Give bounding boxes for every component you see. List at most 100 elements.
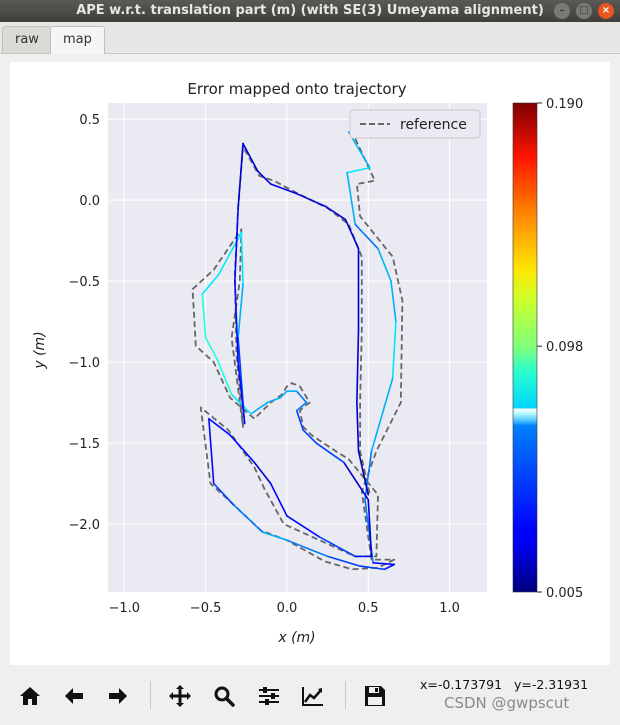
magnifier-icon xyxy=(214,686,235,707)
x-tick-label: 0.5 xyxy=(358,601,379,616)
estimate-trajectory-segment xyxy=(234,280,239,363)
back-button[interactable] xyxy=(61,683,87,709)
y-tick-label: −0.5 xyxy=(68,275,100,290)
move-icon xyxy=(169,685,191,707)
grid xyxy=(108,103,487,592)
estimate-trajectory-segment xyxy=(370,377,394,452)
estimate-trajectory-segment xyxy=(201,273,220,295)
home-button[interactable] xyxy=(17,683,43,709)
figure-canvas: −1.0 −0.5 0.0 0.5 1.0 0.5 0.0 −0.5 −1.0 −1.5 −2.0 … xyxy=(10,62,610,665)
estimate-trajectory-segment xyxy=(357,450,370,496)
subplots-button[interactable] xyxy=(256,683,282,709)
arrow-right-icon xyxy=(109,688,127,704)
customize-button[interactable] xyxy=(300,683,326,709)
cursor-coordinates: x=-0.173791 y=-2.31931 xyxy=(420,677,589,692)
colorbar-gradient xyxy=(513,103,537,592)
chart-title: Error mapped onto trajectory xyxy=(187,80,406,98)
estimate-trajectory-segment xyxy=(344,218,360,250)
estimate-trajectory-segment xyxy=(216,358,233,396)
tab-raw[interactable]: raw xyxy=(2,26,52,53)
estimate-trajectory-segment xyxy=(286,539,329,558)
forward-button[interactable] xyxy=(105,683,131,709)
arrow-left-icon xyxy=(65,688,83,704)
estimate-trajectory-segment xyxy=(237,142,244,210)
colorbar-tick-label: 0.005 xyxy=(546,586,583,601)
estimate-trajectory-segment xyxy=(356,328,360,404)
x-tick-label: 1.0 xyxy=(439,601,460,616)
plot-area xyxy=(108,103,487,592)
matplotlib-toolbar: x=-0.173791 y=-2.31931 xyxy=(0,665,620,725)
estimate-trajectory-segment xyxy=(364,450,373,501)
sliders-icon xyxy=(259,687,279,705)
toolbar-separator xyxy=(150,681,151,709)
estimate-trajectory-segment xyxy=(346,171,357,226)
estimate-trajectory-segment xyxy=(315,442,345,464)
legend-reference-label: reference xyxy=(400,117,467,133)
estimate-trajectory-segment xyxy=(204,336,218,360)
estimate-trajectory-segment xyxy=(242,142,259,172)
y-axis-label: y (m) xyxy=(32,331,48,369)
estimate-trajectory-segment xyxy=(250,401,269,415)
estimate-trajectory-segment xyxy=(230,393,252,415)
estimate-trajectory-segment xyxy=(356,401,360,452)
pan-button[interactable] xyxy=(167,683,193,709)
window-title: APE w.r.t. translation part (m) (with SE… xyxy=(76,3,544,18)
floppy-disk-icon xyxy=(365,686,385,706)
colorbar-tick-label: 0.190 xyxy=(546,97,583,112)
x-tick-label: −0.5 xyxy=(190,601,222,616)
estimate-trajectory-segment xyxy=(266,396,282,404)
y-tick-label: 0.5 xyxy=(79,113,100,128)
estimate-trajectory-segment xyxy=(302,429,318,444)
estimate-trajectory-segment xyxy=(295,390,308,404)
estimate-trajectory-segment xyxy=(326,555,361,567)
estimate-trajectory-segment xyxy=(201,293,207,339)
colorbar-ticks: 0.190 0.098 0.005 xyxy=(537,97,583,601)
line-chart-icon xyxy=(302,687,323,706)
estimate-trajectory-segment xyxy=(240,231,244,286)
y-tick-label: −1.0 xyxy=(68,356,100,371)
estimate-trajectory-segment xyxy=(325,205,347,221)
save-button[interactable] xyxy=(362,683,388,709)
estimate-trajectory-segment xyxy=(212,482,235,506)
estimate-trajectory-segment xyxy=(343,461,370,501)
colorbar: 0.190 0.098 0.005 xyxy=(512,97,583,601)
y-tick-label: −2.0 xyxy=(68,518,100,533)
tab-map[interactable]: map xyxy=(50,26,105,54)
estimate-trajectory-segment xyxy=(286,515,321,538)
estimate-trajectory-segment xyxy=(295,409,304,431)
window-titlebar: APE w.r.t. translation part (m) (with SE… xyxy=(0,0,620,22)
estimate-trajectory-segment xyxy=(217,231,243,276)
maximize-button[interactable]: □ xyxy=(576,3,592,19)
estimate-trajectory-segment xyxy=(359,565,386,571)
estimate-trajectory-segment xyxy=(269,183,298,195)
y-tick-label: 0.0 xyxy=(79,194,100,209)
watermark: CSDN @gwpscut xyxy=(444,694,570,712)
chart-svg: −1.0 −0.5 0.0 0.5 1.00.50.0−0.5−1.0−1.5−2.0 … xyxy=(32,80,583,646)
estimate-trajectory-segment xyxy=(229,434,256,464)
home-icon xyxy=(20,687,40,705)
toolbar-separator xyxy=(345,681,346,709)
estimate-trajectory-segment xyxy=(318,536,357,558)
estimate-trajectory-segment xyxy=(253,461,272,485)
y-tick-label: −1.5 xyxy=(68,437,100,452)
zoom-button[interactable] xyxy=(211,683,237,709)
estimate-trajectory-segment xyxy=(232,503,264,533)
estimate-trajectory-segment xyxy=(237,283,244,339)
estimate-trajectory-segment xyxy=(391,320,397,380)
estimate-trajectory-segment xyxy=(346,166,371,174)
tick-labels: −1.0 −0.5 0.0 0.5 1.0 0.5 0.0 −0.5 −1.0 −1.5 −2.0 xyxy=(68,113,460,616)
estimate-trajectory-segment xyxy=(261,531,288,541)
tab-bar: raw map xyxy=(0,22,620,54)
close-button[interactable]: × xyxy=(598,3,614,19)
estimate-trajectory-segment xyxy=(377,247,392,282)
legend: reference xyxy=(349,109,481,139)
minimize-button[interactable]: – xyxy=(554,3,570,19)
estimate-trajectory-segment xyxy=(279,390,288,399)
estimate-trajectory-segment xyxy=(237,361,246,425)
estimate-trajectory-segment xyxy=(256,170,272,185)
estimate-trajectory-segment xyxy=(295,192,327,208)
legend-box xyxy=(349,109,481,139)
x-tick-label: −1.0 xyxy=(108,601,140,616)
estimate-trajectory-segment xyxy=(383,563,396,571)
x-axis-label: x (m) xyxy=(277,630,315,646)
